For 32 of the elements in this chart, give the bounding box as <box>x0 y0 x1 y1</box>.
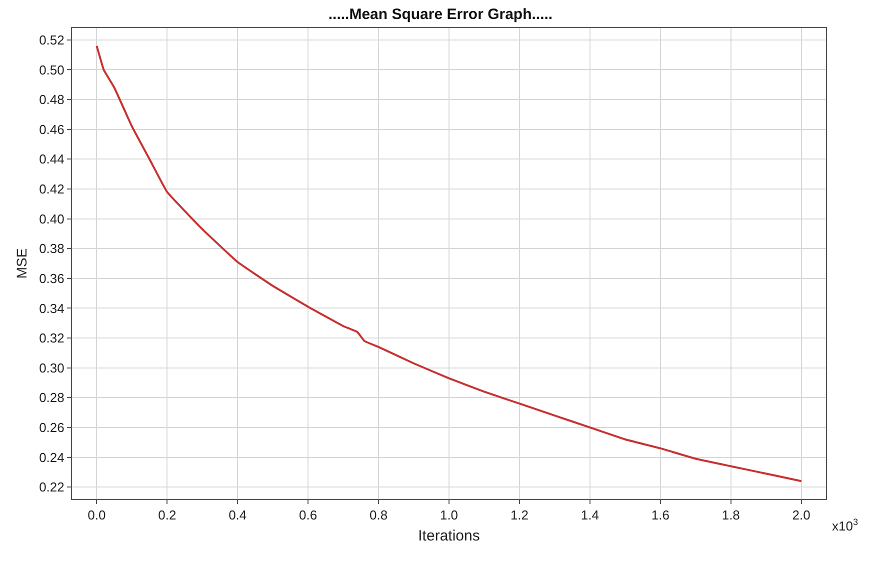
x-tick-label: 0.8 <box>369 508 388 523</box>
line-series <box>96 44 802 482</box>
y-tick-label: 0.22 <box>39 480 64 495</box>
x-tick-label: 1.4 <box>580 508 599 523</box>
y-tick-label: 0.50 <box>39 62 64 78</box>
x-tick-label: 2.0 <box>792 508 810 523</box>
x-tick-label: 0.4 <box>228 508 247 523</box>
chart-title: .....Mean Square Error Graph..... <box>328 6 553 23</box>
y-tick-label: 0.30 <box>39 360 64 376</box>
x-tick-label: 1.2 <box>510 508 529 523</box>
y-tick-label: 0.38 <box>39 241 64 256</box>
y-tick-label: 0.26 <box>39 420 64 436</box>
x-tick-label: 1.6 <box>651 508 670 523</box>
y-tick-label: 0.24 <box>39 450 64 465</box>
y-tick-label: 0.46 <box>39 122 64 137</box>
y-tick-label: 0.34 <box>39 300 64 316</box>
y-tick-label: 0.32 <box>39 330 64 346</box>
y-tick-label: 0.48 <box>39 92 64 108</box>
x-tick-label: 1.0 <box>440 508 458 523</box>
y-tick-label: 0.52 <box>39 32 64 48</box>
x-tick-label: 0.2 <box>158 508 176 523</box>
y-tick-label: 0.42 <box>39 182 64 197</box>
y-tick-label: 0.36 <box>39 270 64 286</box>
x-tick-label: 0.6 <box>299 508 318 523</box>
y-axis-title: MSE <box>14 248 30 279</box>
y-tick-label: 0.44 <box>39 152 64 167</box>
x-tick-label: 1.8 <box>722 508 740 523</box>
y-tick-label: 0.28 <box>39 390 64 406</box>
y-tick-label: 0.40 <box>39 211 64 226</box>
x-tick-label: 0.0 <box>88 508 106 523</box>
x-axis-title: Iterations <box>418 528 480 545</box>
text: x10$^{3}$ <box>832 517 858 534</box>
